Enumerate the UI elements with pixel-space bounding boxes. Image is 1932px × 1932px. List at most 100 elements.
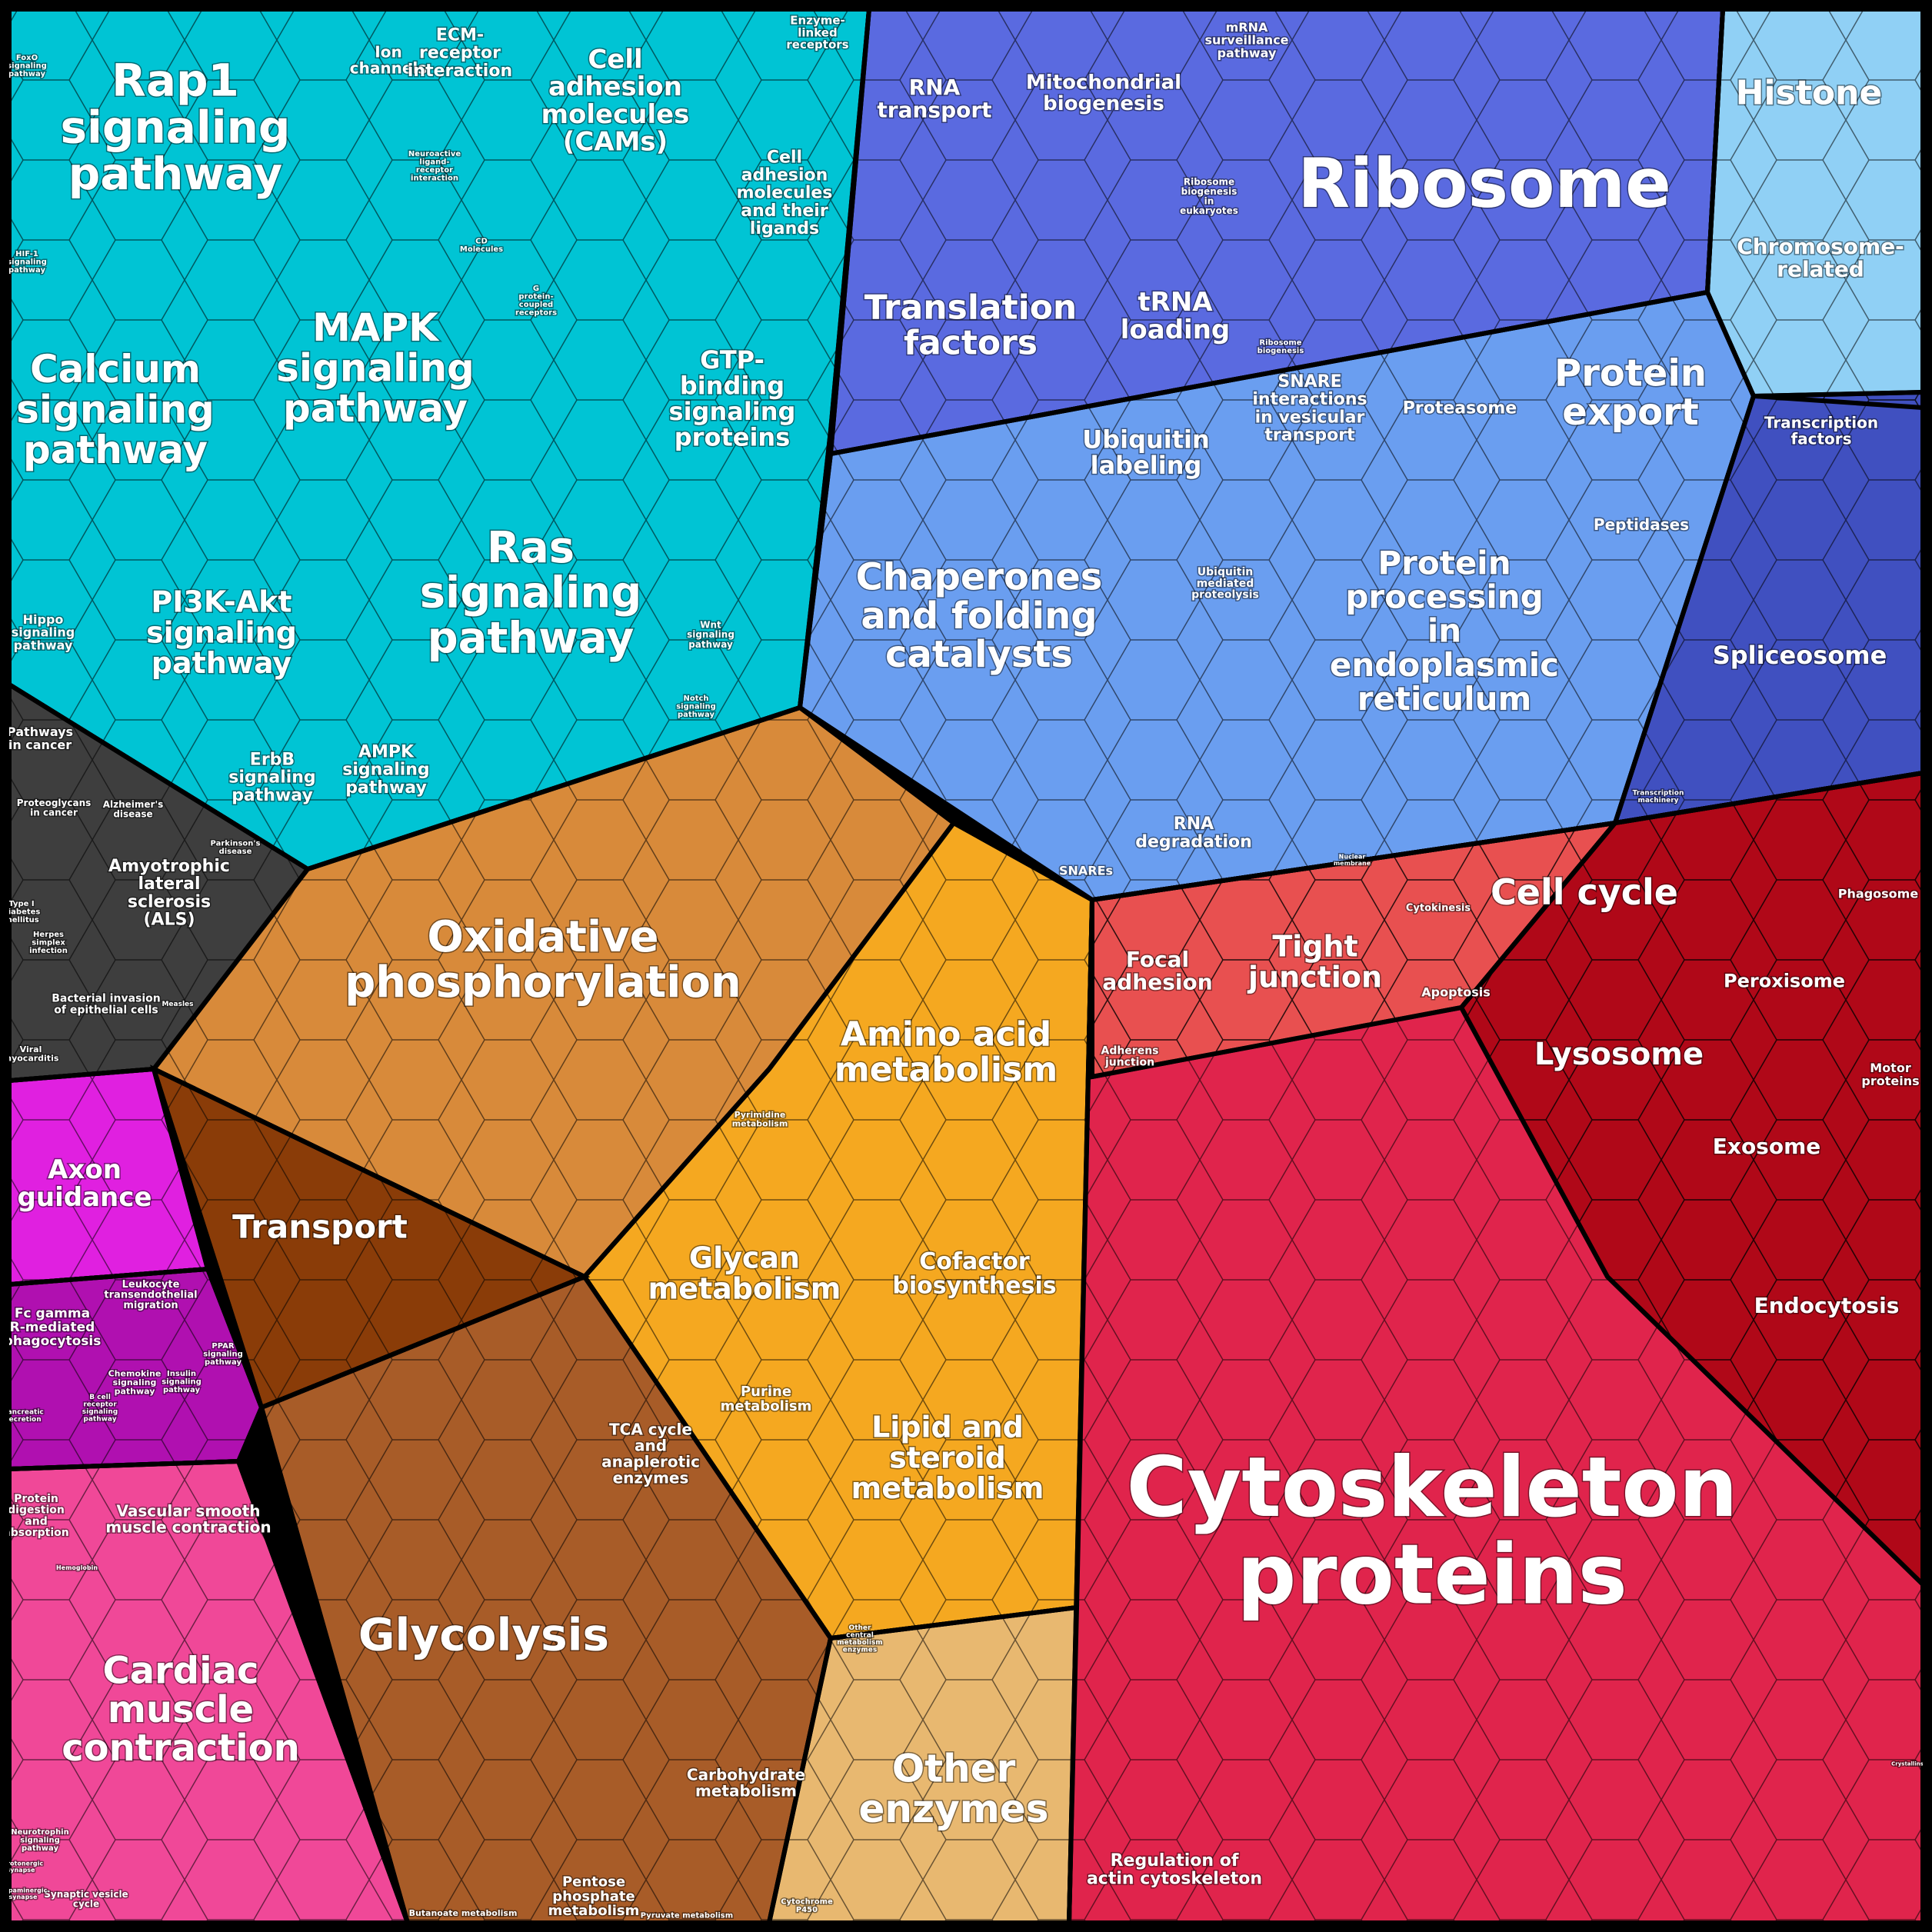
pathway-label[interactable]: Cardiac muscle contraction	[61, 1648, 301, 1771]
pathway-label[interactable]: Neuroactive ligand-receptor interaction	[407, 148, 461, 184]
pathway-label[interactable]: GTP-binding signaling proteins	[668, 344, 797, 453]
pathway-label[interactable]: CD Molecules	[458, 236, 504, 255]
pathway-label[interactable]: Apoptosis	[1421, 984, 1491, 1001]
pathway-label[interactable]: Measles	[161, 1000, 195, 1010]
pathway-label[interactable]: Herpes simplex infection	[28, 930, 69, 957]
pathway-label[interactable]: Parkinson's disease	[209, 838, 261, 858]
pathway-label[interactable]: MAPK signaling pathway	[275, 305, 476, 432]
pathway-label[interactable]: Nuclear membrane	[1332, 852, 1372, 868]
pathway-label[interactable]: tRNA loading	[1119, 286, 1231, 347]
pathway-label[interactable]: Pancreatic secretion	[2, 1407, 45, 1424]
pathway-label[interactable]: Glycolysis	[357, 1607, 610, 1662]
pathway-label[interactable]: Protein export	[1554, 351, 1708, 435]
pathway-label[interactable]: Cell adhesion molecules (CAMs)	[540, 43, 691, 158]
pathway-label[interactable]: Wnt signaling pathway	[686, 618, 736, 651]
pathway-label[interactable]: Hippo signaling pathway	[10, 611, 75, 654]
pathway-label[interactable]: Phagosome	[1837, 885, 1920, 902]
pathway-label[interactable]: Bacterial invasion of epithelial cells	[51, 991, 162, 1018]
pathway-label[interactable]: Oxidative phosphorylation	[344, 911, 743, 1009]
pathway-label[interactable]: Amyotrophic lateral sclerosis (ALS)	[108, 856, 232, 931]
pathway-label[interactable]: Purine metabolism	[719, 1382, 813, 1415]
pathway-label[interactable]: Endocytosis	[1753, 1291, 1900, 1319]
pathway-label[interactable]: Protein processing in endoplasmic reticulum	[1328, 543, 1560, 718]
pathway-label[interactable]: Spliceosome	[1711, 640, 1888, 671]
pathway-label[interactable]: Enzyme-linked receptors	[785, 12, 850, 53]
pathway-label[interactable]: Cell cycle	[1490, 871, 1680, 914]
pathway-label[interactable]: Crystallins	[1890, 1760, 1925, 1768]
pathway-label[interactable]: TCA cycle and anaplerotic enzymes	[601, 1419, 701, 1488]
pathway-label[interactable]: Lysosome	[1533, 1036, 1704, 1074]
pathway-label[interactable]: RNA degradation	[1134, 814, 1254, 853]
pathway-label[interactable]: Adherens junction	[1100, 1044, 1160, 1070]
pathway-label[interactable]: Ubiquitin labeling	[1081, 424, 1211, 481]
pathway-label[interactable]: Proteoglycans in cancer	[15, 796, 92, 819]
pathway-label[interactable]: Pathways in cancer	[5, 724, 74, 754]
pathway-label[interactable]: mRNA surveillance pathway	[1204, 18, 1290, 62]
pathway-label[interactable]: FoxO signaling pathway	[6, 53, 48, 80]
pathway-label[interactable]: HIF-1 signaling pathway	[6, 249, 48, 276]
pathway-label[interactable]: Synaptic vesicle cycle	[43, 1887, 129, 1910]
pathway-label[interactable]: Cytokinesis	[1404, 901, 1472, 915]
pathway-label[interactable]: Pyrimidine metabolism	[731, 1109, 789, 1131]
pathway-label[interactable]: SNAREs	[1058, 862, 1114, 879]
pathway-label[interactable]: Protein digestion and absorption	[2, 1491, 70, 1540]
pathway-label[interactable]: Viral myocarditis	[2, 1044, 60, 1065]
pathway-label[interactable]: Cytochrome P450	[780, 1897, 834, 1916]
pathway-label[interactable]: Pyruvate metabolism	[639, 1910, 734, 1921]
pathway-label[interactable]: Glycan metabolism	[647, 1240, 842, 1307]
pathway-label[interactable]: Other enzymes	[858, 1745, 1050, 1833]
pathway-label[interactable]: Ion channels	[348, 42, 428, 78]
pathway-label[interactable]: Proteasome	[1401, 398, 1517, 419]
pathway-label[interactable]: B cell receptor signaling pathway	[81, 1392, 118, 1424]
pathway-label[interactable]: SNARE interactions in vesicular transport	[1251, 371, 1368, 446]
pathway-label[interactable]: Tight junction	[1245, 928, 1383, 995]
pathway-label[interactable]: Carbohydrate metabolism	[685, 1764, 806, 1801]
pathway-label[interactable]: Fc gamma R-mediated phagocytosis	[2, 1305, 102, 1351]
pathway-label[interactable]: AMPK signaling pathway	[341, 741, 431, 798]
pathway-label[interactable]: Peroxisome	[1723, 969, 1847, 993]
pathway-label[interactable]: Mitochondrial biogenesis	[1024, 70, 1182, 116]
pathway-label[interactable]: Transcription machinery	[1631, 788, 1685, 805]
pathway-label[interactable]: PI3K-Akt signaling pathway	[145, 584, 298, 681]
pathway-label[interactable]: Other central metabolism enzymes	[836, 1623, 884, 1654]
pathway-label[interactable]: Insulin signaling pathway	[161, 1369, 203, 1396]
pathway-label[interactable]: Alzheimer's disease	[102, 798, 165, 821]
pathway-label[interactable]: Calcium signaling pathway	[15, 346, 216, 474]
pathway-label[interactable]: Chaperones and folding catalysts	[854, 555, 1104, 678]
pathway-label[interactable]: Ribosome biogenesis	[1256, 338, 1305, 357]
pathway-label[interactable]: Regulation of actin cytoskeleton	[1085, 1850, 1263, 1890]
pathway-label[interactable]: Butanoate metabolism	[408, 1907, 518, 1919]
pathway-label[interactable]: Rap1 signaling pathway	[59, 53, 291, 202]
pathway-label[interactable]: Serotonergic synapse	[0, 1859, 45, 1874]
pathway-label[interactable]: RNA transport	[876, 74, 993, 124]
pathway-label[interactable]: Lipid and steroid metabolism	[850, 1409, 1045, 1507]
pathway-label[interactable]: Cofactor biosynthesis	[891, 1247, 1058, 1301]
pathway-label[interactable]: Exosome	[1711, 1132, 1822, 1160]
pathway-label[interactable]: Pentose phosphate metabolism	[547, 1873, 641, 1920]
pathway-label[interactable]: Amino acid metabolism	[833, 1014, 1058, 1091]
pathway-label[interactable]: Ribosome biogenesis in eukaryotes	[1179, 175, 1240, 218]
pathway-label[interactable]: Leukocyte transendothelial migration	[103, 1277, 198, 1312]
pathway-label[interactable]: Peptidases	[1592, 515, 1690, 535]
pathway-label[interactable]: ECM-receptor interaction	[406, 25, 513, 82]
pathway-label[interactable]: Vascular smooth muscle contraction	[105, 1501, 272, 1537]
pathway-label[interactable]: Chemokine signaling pathway	[107, 1367, 162, 1397]
pathway-label[interactable]: Ubiquitin mediated proteolysis	[1191, 565, 1261, 602]
pathway-label[interactable]: PPAR signaling pathway	[202, 1341, 245, 1368]
pathway-label[interactable]: Cytoskeleton proteins	[1125, 1439, 1739, 1624]
pathway-label[interactable]: Focal adhesion	[1101, 946, 1214, 996]
pathway-label[interactable]: Dopaminergic synapse	[0, 1886, 48, 1901]
pathway-label[interactable]: Ribosome	[1297, 142, 1673, 224]
pathway-label[interactable]: Neurotrophin signaling pathway	[10, 1827, 70, 1854]
pathway-label[interactable]: Motor proteins	[1860, 1060, 1920, 1090]
pathway-label[interactable]: Notch signaling pathway	[675, 694, 718, 721]
pathway-label[interactable]: Cell adhesion molecules and their ligands	[735, 147, 834, 239]
pathway-label[interactable]: Translation factors	[863, 287, 1078, 364]
pathway-label[interactable]: Histone	[1734, 72, 1884, 114]
pathway-label[interactable]: Transport	[232, 1207, 409, 1247]
pathway-label[interactable]: Chromosome-related	[1736, 233, 1906, 283]
pathway-label[interactable]: Transcription factors	[1763, 412, 1879, 449]
pathway-label[interactable]: ErbB signaling pathway	[228, 749, 317, 806]
